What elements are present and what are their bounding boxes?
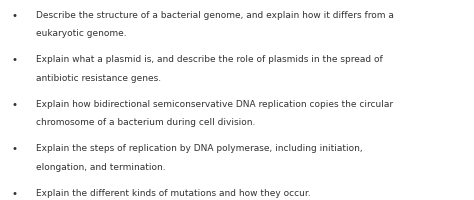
- Text: Describe the structure of a bacterial genome, and explain how it differs from a: Describe the structure of a bacterial ge…: [36, 11, 393, 20]
- Text: antibiotic resistance genes.: antibiotic resistance genes.: [36, 74, 161, 83]
- Text: Explain the steps of replication by DNA polymerase, including initiation,: Explain the steps of replication by DNA …: [36, 144, 362, 153]
- Text: •: •: [12, 100, 18, 110]
- Text: chromosome of a bacterium during cell division.: chromosome of a bacterium during cell di…: [36, 118, 255, 127]
- Text: •: •: [12, 189, 18, 199]
- Text: •: •: [12, 144, 18, 154]
- Text: •: •: [12, 55, 18, 65]
- Text: •: •: [12, 11, 18, 21]
- Text: elongation, and termination.: elongation, and termination.: [36, 163, 165, 172]
- Text: Explain the different kinds of mutations and how they occur.: Explain the different kinds of mutations…: [36, 189, 310, 198]
- Text: eukaryotic genome.: eukaryotic genome.: [36, 29, 126, 38]
- Text: Explain how bidirectional semiconservative DNA replication copies the circular: Explain how bidirectional semiconservati…: [36, 100, 392, 109]
- Text: Explain what a plasmid is, and describe the role of plasmids in the spread of: Explain what a plasmid is, and describe …: [36, 55, 383, 64]
